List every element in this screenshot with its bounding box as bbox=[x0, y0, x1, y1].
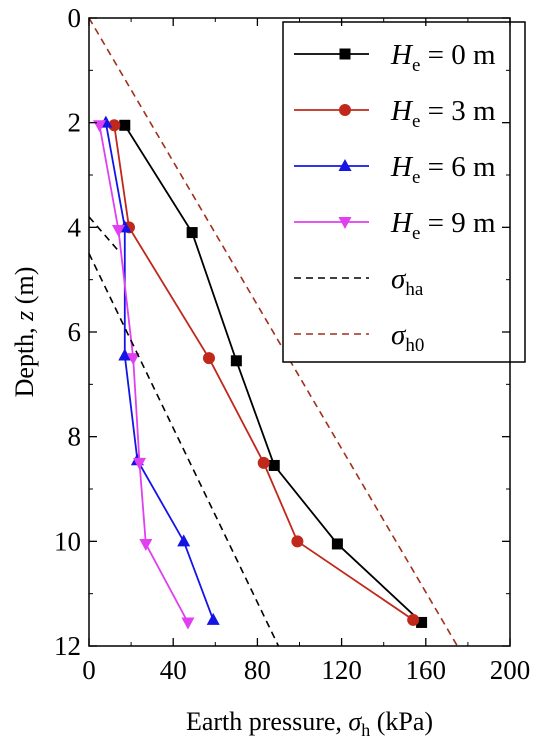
data-point-2-2 bbox=[118, 348, 132, 361]
legend-label-3: He = 9 m bbox=[390, 207, 496, 244]
data-point-1-2 bbox=[202, 352, 215, 365]
legend-label-4: σha bbox=[391, 263, 424, 300]
series-line-5 bbox=[88, 17, 459, 647]
data-point-3-2 bbox=[126, 353, 140, 366]
data-point-0-0 bbox=[119, 119, 131, 131]
data-point-1-4 bbox=[291, 535, 304, 548]
x-tick-label-0: 0 bbox=[82, 655, 96, 685]
legend: He = 0 m He = 3 m He = 6 m He = 9 m σha σh0 bbox=[282, 21, 526, 363]
data-point-1-3 bbox=[257, 456, 270, 469]
y-tick-label-4: 8 bbox=[68, 422, 82, 452]
series-line-2 bbox=[104, 122, 215, 621]
y-axis-title: Depth, z (m) bbox=[10, 267, 39, 398]
legend-label-1: He = 3 m bbox=[390, 95, 496, 132]
data-point-2-4 bbox=[177, 534, 191, 547]
legend-box bbox=[282, 21, 526, 363]
series-line-3 bbox=[98, 125, 189, 623]
data-point-3-3 bbox=[133, 457, 147, 470]
y-tick-label-6: 12 bbox=[54, 631, 81, 661]
x-tick-label-1: 40 bbox=[160, 655, 187, 685]
data-point-3-4 bbox=[139, 538, 153, 551]
legend-marker-3 bbox=[338, 217, 352, 229]
legend-marker-1 bbox=[339, 104, 351, 116]
y-tick-label-3: 6 bbox=[68, 317, 82, 347]
axes: 0 40 80 120 160 200 0 2 4 6 8 10 12 Earth pressure, σ… bbox=[10, 3, 530, 740]
legend-label-5: σh0 bbox=[391, 319, 424, 356]
y-tick-label-1: 2 bbox=[68, 108, 82, 138]
x-axis-title: Earth pressure, σh (kPa) bbox=[186, 707, 433, 740]
legend-label-0: He = 0 m bbox=[390, 39, 496, 76]
legend-marker-2 bbox=[338, 159, 352, 171]
legend-marker-0 bbox=[339, 48, 351, 60]
data-point-0-3 bbox=[268, 459, 280, 471]
data-point-1-5 bbox=[407, 613, 420, 626]
x-tick-label-3: 120 bbox=[321, 655, 362, 685]
data-point-0-4 bbox=[331, 538, 343, 550]
x-tick-label-5: 200 bbox=[490, 655, 531, 685]
y-tick-label-5: 10 bbox=[54, 526, 81, 556]
data-point-1-0 bbox=[108, 119, 121, 132]
data-point-0-5 bbox=[416, 616, 428, 628]
data-point-3-1 bbox=[111, 224, 125, 237]
data-point-2-5 bbox=[206, 612, 220, 625]
series-line-1 bbox=[113, 125, 414, 621]
data-point-0-1 bbox=[186, 227, 198, 239]
series-line-4 bbox=[88, 253, 280, 647]
data-point-3-5 bbox=[181, 617, 195, 630]
legend-label-2: He = 6 m bbox=[390, 151, 496, 188]
data-point-0-2 bbox=[230, 355, 242, 367]
y-tick-label-0: 0 bbox=[68, 3, 82, 33]
x-tick-label-4: 160 bbox=[406, 655, 447, 685]
dashed-line-extra-0 bbox=[88, 216, 120, 252]
y-tick-label-2: 4 bbox=[68, 212, 82, 242]
series-line-0 bbox=[124, 124, 423, 624]
x-tick-label-2: 80 bbox=[244, 655, 271, 685]
